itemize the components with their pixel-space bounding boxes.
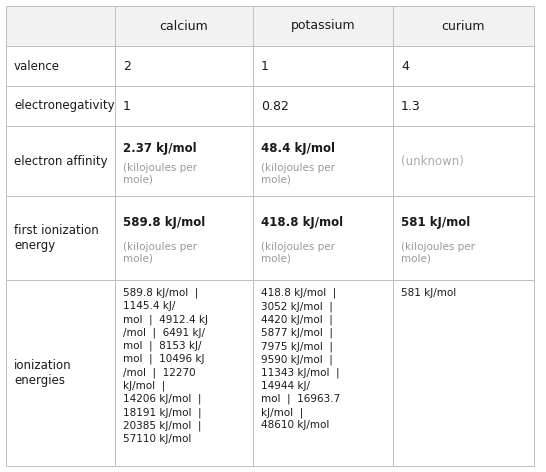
Text: (kilojoules per
mole): (kilojoules per mole) (123, 163, 197, 185)
Bar (6, 196, 115, 280)
Bar (115, 196, 253, 280)
Bar (253, 46, 393, 86)
Text: 581 kJ/mol: 581 kJ/mol (401, 216, 470, 229)
Text: 2.37 kJ/mol: 2.37 kJ/mol (123, 142, 197, 155)
Text: 48.4 kJ/mol: 48.4 kJ/mol (261, 142, 335, 155)
Bar (393, 196, 534, 280)
Text: (kilojoules per
mole): (kilojoules per mole) (123, 242, 197, 264)
Text: (kilojoules per
mole): (kilojoules per mole) (261, 163, 335, 185)
Bar (393, 6, 534, 46)
Text: electronegativity: electronegativity (14, 100, 115, 112)
Text: electron affinity: electron affinity (14, 154, 108, 168)
Text: valence: valence (14, 59, 60, 73)
Bar (393, 86, 534, 126)
Text: 589.8 kJ/mol  |
1145.4 kJ/
mol  |  4912.4 kJ
/mol  |  6491 kJ/
mol  |  8153 kJ/
: 589.8 kJ/mol | 1145.4 kJ/ mol | 4912.4 k… (123, 288, 208, 444)
Text: (unknown): (unknown) (401, 154, 464, 168)
Bar (115, 86, 253, 126)
Bar (393, 126, 534, 196)
Text: 1: 1 (123, 100, 131, 112)
Text: 1: 1 (261, 59, 269, 73)
Bar (115, 280, 253, 466)
Bar (6, 86, 115, 126)
Text: 2: 2 (123, 59, 131, 73)
Bar (6, 126, 115, 196)
Text: (kilojoules per
mole): (kilojoules per mole) (261, 242, 335, 264)
Text: (kilojoules per
mole): (kilojoules per mole) (401, 242, 475, 264)
Bar (393, 46, 534, 86)
Bar (253, 86, 393, 126)
Text: first ionization
energy: first ionization energy (14, 224, 99, 252)
Text: 1.3: 1.3 (401, 100, 421, 112)
Bar (253, 196, 393, 280)
Bar (253, 6, 393, 46)
Bar (253, 126, 393, 196)
Text: potassium: potassium (290, 19, 355, 33)
Text: 581 kJ/mol: 581 kJ/mol (401, 288, 456, 298)
Bar (115, 126, 253, 196)
Bar (393, 280, 534, 466)
Bar (115, 6, 253, 46)
Text: 4: 4 (401, 59, 409, 73)
Text: 0.82: 0.82 (261, 100, 289, 112)
Bar (6, 46, 115, 86)
Text: 418.8 kJ/mol: 418.8 kJ/mol (261, 216, 343, 229)
Bar (253, 280, 393, 466)
Text: ionization
energies: ionization energies (14, 359, 72, 387)
Text: 589.8 kJ/mol: 589.8 kJ/mol (123, 216, 205, 229)
Text: 418.8 kJ/mol  |
3052 kJ/mol  |
4420 kJ/mol  |
5877 kJ/mol  |
7975 kJ/mol  |
9590: 418.8 kJ/mol | 3052 kJ/mol | 4420 kJ/mol… (261, 288, 340, 430)
Bar (6, 6, 115, 46)
Bar (6, 280, 115, 466)
Text: curium: curium (442, 19, 485, 33)
Bar (115, 46, 253, 86)
Text: calcium: calcium (159, 19, 209, 33)
